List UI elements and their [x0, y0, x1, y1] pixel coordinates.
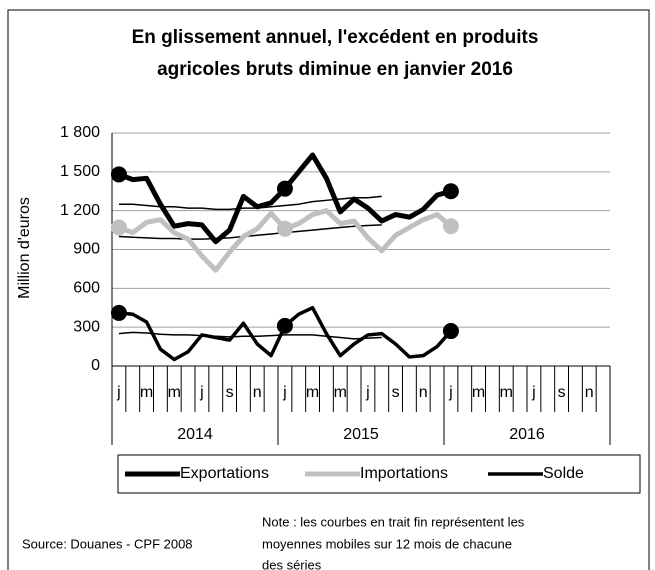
- x-tick-label: m: [168, 384, 181, 401]
- y-tick-label: 300: [73, 318, 100, 335]
- y-tick-label: 1 200: [60, 202, 100, 219]
- x-tick-label: j: [531, 384, 536, 401]
- x-tick-label: n: [419, 384, 428, 401]
- legend-label: Solde: [543, 465, 584, 482]
- x-tick-label: s: [226, 384, 234, 401]
- x-tick-label: s: [558, 384, 566, 401]
- point-marker: [276, 220, 293, 237]
- point-marker: [110, 166, 127, 183]
- legend-label: Importations: [360, 465, 448, 482]
- chart-title: agricoles bruts diminue en janvier 2016: [157, 59, 513, 80]
- x-tick-label: m: [472, 384, 485, 401]
- legend-label: Exportations: [180, 465, 269, 482]
- year-label: 2015: [343, 426, 379, 443]
- chart-title: En glissement annuel, l'excédent en prod…: [132, 27, 539, 48]
- y-tick-label: 900: [73, 241, 100, 258]
- point-marker: [442, 183, 459, 200]
- x-tick-label: j: [448, 384, 453, 401]
- year-label: 2016: [509, 426, 545, 443]
- x-tick-label: s: [392, 384, 400, 401]
- note: Note : les courbes en trait fin représen…: [262, 514, 525, 529]
- x-tick-label: n: [253, 384, 262, 401]
- point-marker: [442, 218, 459, 235]
- y-tick-label: 600: [73, 280, 100, 297]
- y-tick-label: 1 500: [60, 163, 100, 180]
- point-marker: [110, 219, 127, 236]
- point-marker: [110, 304, 127, 321]
- x-tick-label: m: [500, 384, 513, 401]
- point-marker: [442, 323, 459, 340]
- source: Source: Douanes - CPF 2008: [22, 536, 193, 551]
- point-marker: [276, 317, 293, 334]
- note: des séries: [262, 557, 322, 570]
- x-tick-label: n: [585, 384, 594, 401]
- x-tick-label: m: [140, 384, 153, 401]
- note: moyennes mobiles sur 12 mois de chacune: [262, 536, 512, 551]
- point-marker: [276, 180, 293, 197]
- y-axis-label: Million d'euros: [16, 197, 33, 299]
- moving-average-line: [118, 224, 382, 240]
- x-tick-label: j: [116, 384, 121, 401]
- y-tick-label: 0: [91, 357, 100, 374]
- year-label: 2014: [177, 426, 213, 443]
- x-tick-label: m: [334, 384, 347, 401]
- x-tick-label: j: [365, 384, 370, 401]
- x-tick-label: m: [306, 384, 319, 401]
- x-tick-label: j: [282, 384, 287, 401]
- y-tick-label: 1 800: [60, 124, 100, 141]
- x-tick-label: j: [199, 384, 204, 401]
- legend: [117, 454, 641, 494]
